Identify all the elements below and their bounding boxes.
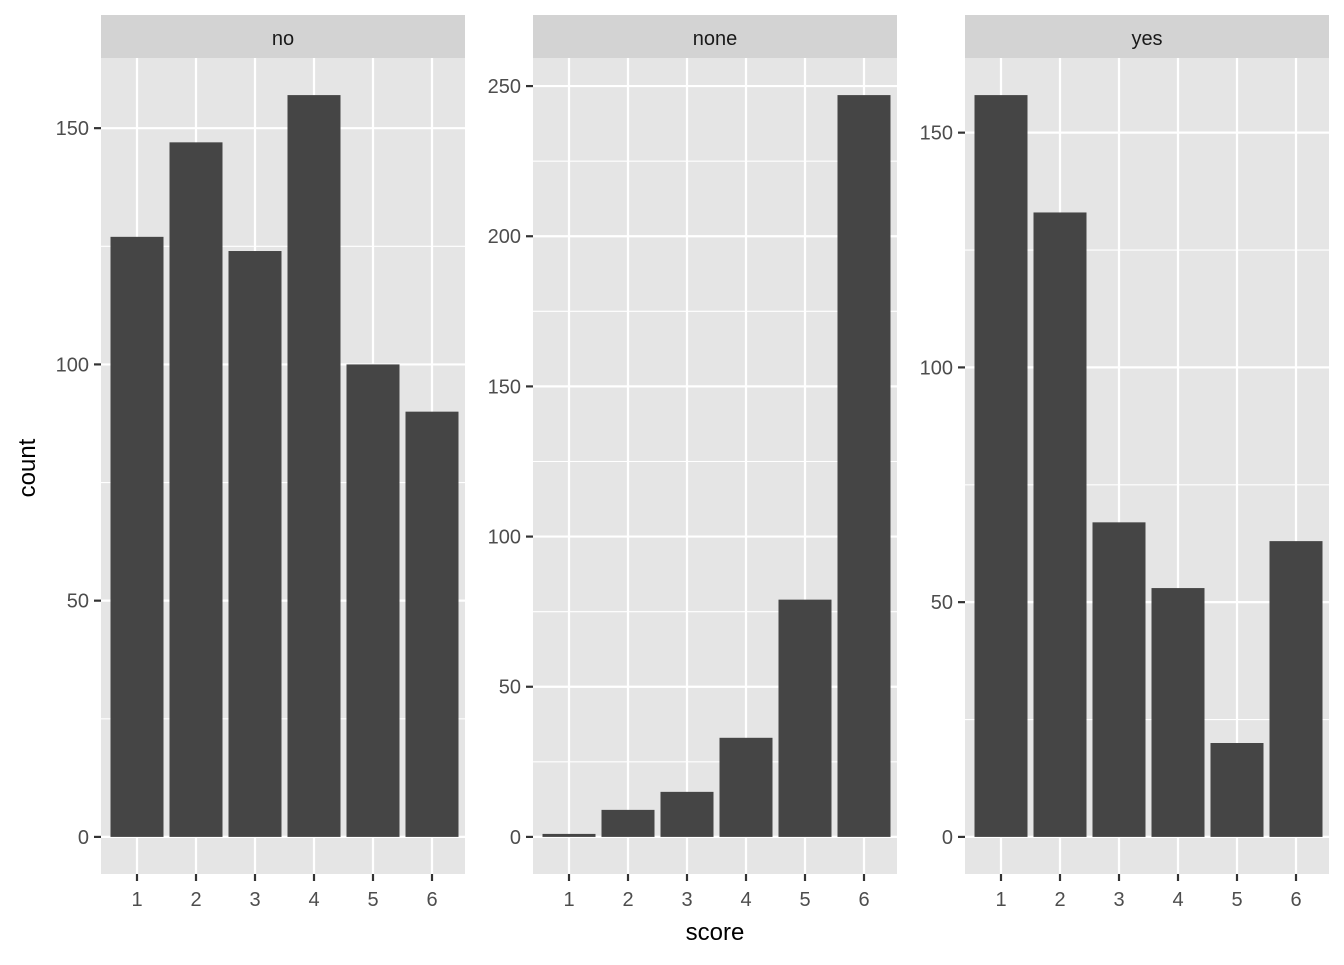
x-tick-label: 1 bbox=[995, 889, 1006, 911]
x-tick-label: 2 bbox=[1054, 889, 1065, 911]
facet-strip-label: yes bbox=[1131, 28, 1162, 50]
x-tick-label: 5 bbox=[1231, 889, 1242, 911]
x-tick-label: 2 bbox=[622, 889, 633, 911]
x-tick-label: 2 bbox=[190, 889, 201, 911]
y-tick-label: 0 bbox=[510, 827, 521, 849]
bar-yes-5 bbox=[1210, 743, 1264, 837]
bar-no-6 bbox=[405, 411, 459, 837]
y-tick-label: 0 bbox=[78, 827, 89, 849]
y-tick-label: 250 bbox=[488, 76, 521, 98]
y-tick-label: 100 bbox=[488, 527, 521, 549]
y-tick-label: 50 bbox=[499, 677, 521, 699]
x-tick-label: 6 bbox=[426, 889, 437, 911]
bar-yes-4 bbox=[1151, 588, 1205, 837]
bar-none-1 bbox=[542, 833, 596, 837]
facet-strip bbox=[101, 15, 465, 58]
panel-background bbox=[533, 58, 897, 874]
x-tick-label: 6 bbox=[858, 889, 869, 911]
x-tick-label: 3 bbox=[1113, 889, 1124, 911]
facet-panel-no: no 0 50 100 150 1 2 3 4 5 6 bbox=[56, 15, 465, 911]
x-tick-label: 5 bbox=[367, 889, 378, 911]
y-tick-label: 150 bbox=[56, 118, 89, 140]
bar-none-2 bbox=[601, 809, 655, 837]
y-tick-label: 200 bbox=[488, 226, 521, 248]
bar-no-2 bbox=[169, 142, 223, 837]
x-tick-label: 4 bbox=[740, 889, 751, 911]
x-tick-label: 4 bbox=[308, 889, 319, 911]
x-axis-title: score bbox=[686, 919, 745, 946]
bar-no-1 bbox=[110, 236, 164, 837]
facet-strip bbox=[965, 15, 1329, 58]
bar-yes-6 bbox=[1269, 541, 1323, 837]
x-tick-label: 1 bbox=[563, 889, 574, 911]
facet-strip-label: no bbox=[272, 28, 294, 50]
x-tick-label: 3 bbox=[249, 889, 260, 911]
facet-strip bbox=[533, 15, 897, 58]
bar-none-3 bbox=[660, 791, 714, 837]
bar-no-4 bbox=[287, 95, 341, 837]
x-tick-label: 6 bbox=[1290, 889, 1301, 911]
bar-yes-3 bbox=[1092, 522, 1146, 837]
y-tick-label: 0 bbox=[942, 827, 953, 849]
y-tick-label: 100 bbox=[56, 354, 89, 376]
facet-panel-none: none 0 50 100 150 200 250 1 2 3 4 5 6 bbox=[488, 15, 897, 911]
y-tick-label: 50 bbox=[931, 592, 953, 614]
x-tick-label: 5 bbox=[799, 889, 810, 911]
bar-none-6 bbox=[837, 95, 891, 837]
x-tick-label: 3 bbox=[681, 889, 692, 911]
bar-none-4 bbox=[719, 737, 773, 837]
y-tick-label: 150 bbox=[488, 376, 521, 398]
y-tick-label: 100 bbox=[920, 357, 953, 379]
bar-none-5 bbox=[778, 599, 832, 837]
y-axis-title: count bbox=[14, 438, 41, 497]
bar-yes-2 bbox=[1033, 212, 1087, 837]
bar-yes-1 bbox=[974, 95, 1028, 837]
facet-strip-label: none bbox=[693, 28, 738, 50]
x-tick-label: 4 bbox=[1172, 889, 1183, 911]
x-tick-label: 1 bbox=[131, 889, 142, 911]
y-tick-label: 150 bbox=[920, 123, 953, 145]
bar-no-3 bbox=[228, 251, 282, 837]
y-tick-label: 50 bbox=[67, 591, 89, 613]
facet-panel-yes: yes 0 50 100 150 1 2 3 4 5 6 bbox=[920, 15, 1329, 911]
bar-no-5 bbox=[346, 364, 400, 837]
